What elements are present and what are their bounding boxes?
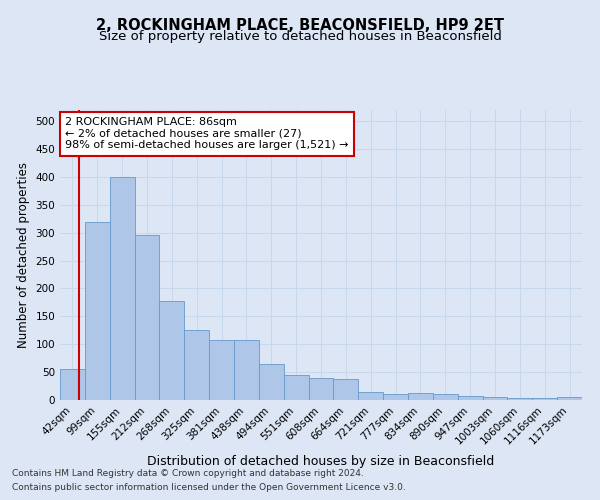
Bar — [85, 222, 110, 400]
Bar — [482, 397, 508, 400]
Bar — [134, 236, 160, 400]
Bar — [433, 394, 458, 400]
Bar — [184, 330, 209, 400]
Bar — [110, 177, 134, 400]
Bar — [358, 392, 383, 400]
Bar — [458, 396, 482, 400]
Bar — [557, 397, 582, 400]
Y-axis label: Number of detached properties: Number of detached properties — [17, 162, 30, 348]
X-axis label: Distribution of detached houses by size in Beaconsfield: Distribution of detached houses by size … — [148, 454, 494, 468]
Bar — [259, 364, 284, 400]
Text: 2 ROCKINGHAM PLACE: 86sqm
← 2% of detached houses are smaller (27)
98% of semi-d: 2 ROCKINGHAM PLACE: 86sqm ← 2% of detach… — [65, 117, 349, 150]
Text: Contains HM Land Registry data © Crown copyright and database right 2024.: Contains HM Land Registry data © Crown c… — [12, 468, 364, 477]
Bar — [383, 394, 408, 400]
Text: Size of property relative to detached houses in Beaconsfield: Size of property relative to detached ho… — [98, 30, 502, 43]
Text: Contains public sector information licensed under the Open Government Licence v3: Contains public sector information licen… — [12, 484, 406, 492]
Text: 2, ROCKINGHAM PLACE, BEACONSFIELD, HP9 2ET: 2, ROCKINGHAM PLACE, BEACONSFIELD, HP9 2… — [96, 18, 504, 32]
Bar — [60, 370, 85, 400]
Bar — [160, 300, 184, 400]
Bar — [284, 375, 308, 400]
Bar — [508, 398, 532, 400]
Bar — [532, 398, 557, 400]
Bar — [334, 380, 358, 400]
Bar — [234, 340, 259, 400]
Bar — [209, 340, 234, 400]
Bar — [308, 378, 334, 400]
Bar — [408, 393, 433, 400]
